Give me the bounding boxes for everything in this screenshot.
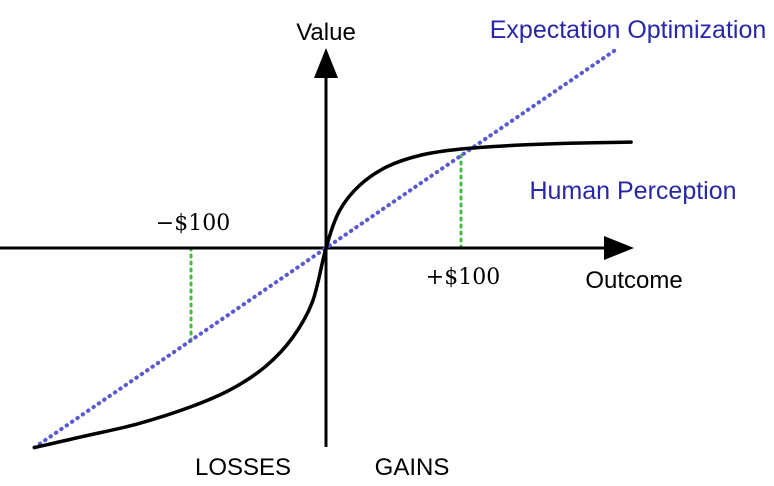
series-label-human: Human Perception [529, 177, 736, 205]
guides-layer [189, 154, 463, 342]
x-axis-arrowhead [604, 236, 634, 260]
y-axis-arrowhead [314, 48, 338, 78]
human-perception-curve [32, 140, 633, 450]
region-label-losses: LOSSES [195, 454, 291, 481]
series-label-expectation: Expectation Optimization [490, 16, 767, 44]
tick-label-loss: −$100 [156, 211, 230, 236]
region-label-gains: GAINS [375, 454, 450, 481]
tick-label-gain: +$100 [426, 265, 500, 290]
y-axis-label: Value [296, 19, 356, 46]
x-axis-label: Outcome [585, 267, 682, 294]
series-layer [32, 46, 633, 450]
